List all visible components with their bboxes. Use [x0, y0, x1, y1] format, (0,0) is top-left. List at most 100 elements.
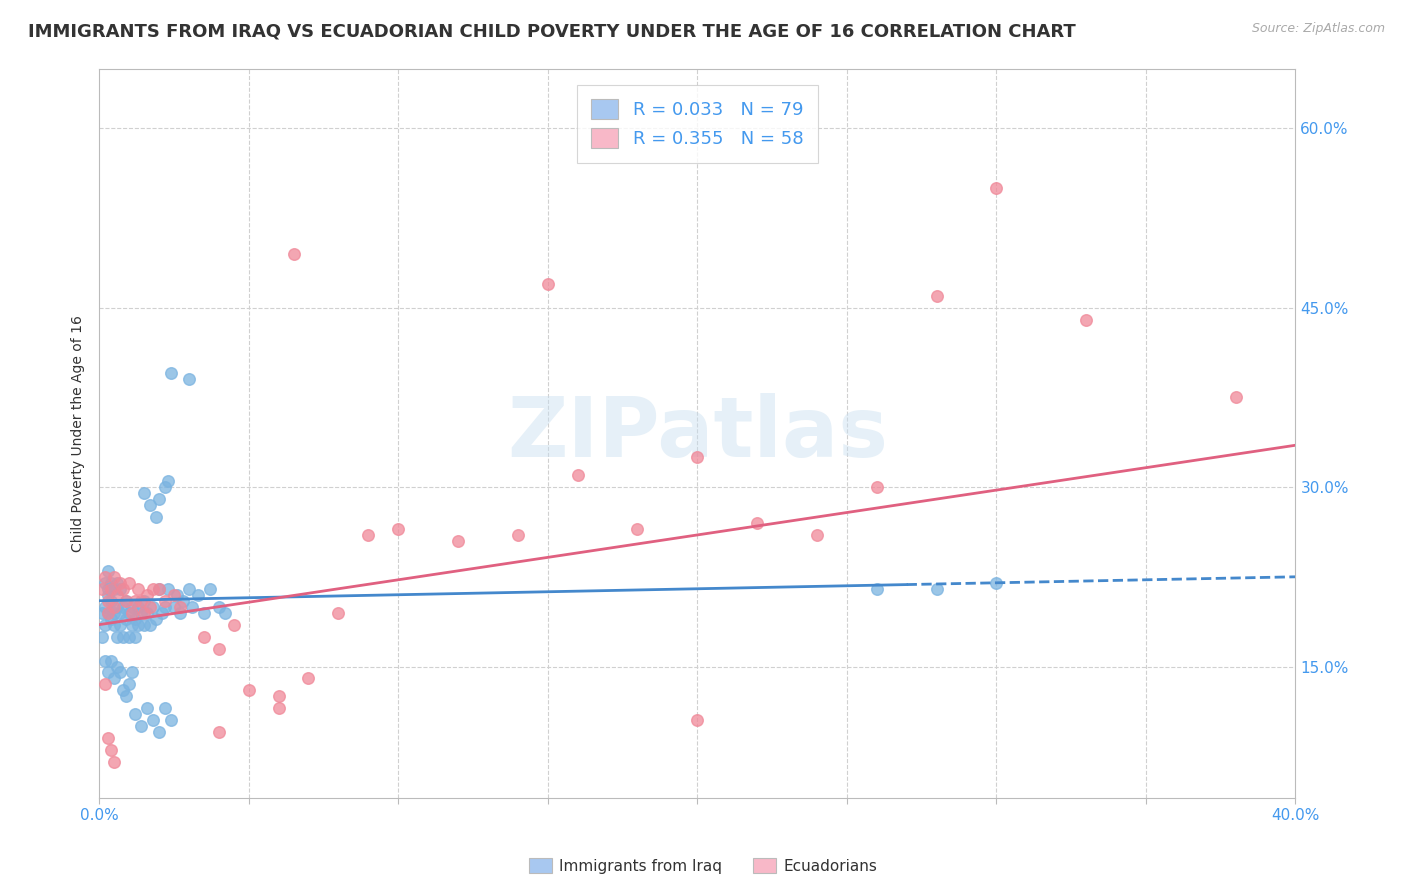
Point — [153, 701, 176, 715]
Point — [132, 617, 155, 632]
Point — [166, 588, 188, 602]
Point — [124, 707, 146, 722]
Point — [103, 570, 125, 584]
Point — [97, 564, 120, 578]
Point — [105, 630, 128, 644]
Point — [97, 582, 120, 596]
Point — [986, 181, 1008, 195]
Point — [142, 599, 165, 614]
Point — [139, 599, 162, 614]
Point — [105, 599, 128, 614]
Point — [193, 630, 215, 644]
Point — [139, 498, 162, 512]
Legend: R = 0.033   N = 79, R = 0.355   N = 58: R = 0.033 N = 79, R = 0.355 N = 58 — [576, 85, 818, 162]
Point — [506, 528, 529, 542]
Point — [447, 533, 470, 548]
Point — [177, 582, 200, 596]
Point — [187, 588, 209, 602]
Point — [866, 480, 889, 494]
Point — [108, 575, 131, 590]
Point — [148, 725, 170, 739]
Point — [132, 593, 155, 607]
Point — [136, 701, 159, 715]
Point — [100, 593, 122, 607]
Point — [214, 606, 236, 620]
Point — [118, 630, 141, 644]
Point — [91, 630, 114, 644]
Point — [91, 582, 114, 596]
Point — [105, 659, 128, 673]
Point — [387, 522, 409, 536]
Point — [112, 582, 135, 596]
Point — [132, 606, 155, 620]
Point — [100, 743, 122, 757]
Point — [100, 575, 122, 590]
Point — [105, 575, 128, 590]
Point — [94, 677, 117, 691]
Point — [169, 606, 191, 620]
Point — [208, 641, 231, 656]
Point — [686, 450, 709, 465]
Point — [91, 606, 114, 620]
Point — [108, 606, 131, 620]
Point — [142, 582, 165, 596]
Point — [148, 491, 170, 506]
Point — [136, 606, 159, 620]
Point — [328, 606, 350, 620]
Point — [103, 755, 125, 769]
Point — [103, 606, 125, 620]
Text: IMMIGRANTS FROM IRAQ VS ECUADORIAN CHILD POVERTY UNDER THE AGE OF 16 CORRELATION: IMMIGRANTS FROM IRAQ VS ECUADORIAN CHILD… — [28, 22, 1076, 40]
Point — [163, 599, 186, 614]
Point — [112, 683, 135, 698]
Point — [97, 593, 120, 607]
Point — [129, 719, 152, 733]
Point — [145, 510, 167, 524]
Point — [297, 672, 319, 686]
Point — [357, 528, 380, 542]
Point — [156, 474, 179, 488]
Point — [1225, 391, 1247, 405]
Point — [118, 677, 141, 691]
Point — [97, 731, 120, 746]
Point — [925, 582, 948, 596]
Point — [180, 599, 202, 614]
Point — [866, 582, 889, 596]
Point — [686, 714, 709, 728]
Point — [160, 367, 183, 381]
Point — [142, 714, 165, 728]
Point — [118, 606, 141, 620]
Point — [153, 593, 176, 607]
Point — [150, 606, 173, 620]
Point — [129, 593, 152, 607]
Point — [94, 599, 117, 614]
Text: ZIPatlas: ZIPatlas — [506, 392, 887, 474]
Point — [94, 575, 117, 590]
Point — [94, 617, 117, 632]
Point — [177, 372, 200, 386]
Point — [198, 582, 221, 596]
Point — [127, 617, 149, 632]
Point — [222, 617, 245, 632]
Point — [136, 588, 159, 602]
Point — [267, 690, 290, 704]
Point — [121, 617, 143, 632]
Point — [148, 582, 170, 596]
Point — [153, 480, 176, 494]
Point — [169, 599, 191, 614]
Point — [100, 654, 122, 668]
Y-axis label: Child Poverty Under the Age of 16: Child Poverty Under the Age of 16 — [72, 315, 86, 552]
Point — [238, 683, 260, 698]
Point — [112, 630, 135, 644]
Point — [115, 690, 138, 704]
Point — [103, 617, 125, 632]
Point — [100, 582, 122, 596]
Point — [160, 714, 183, 728]
Point — [100, 612, 122, 626]
Point — [97, 665, 120, 680]
Point — [208, 725, 231, 739]
Point — [537, 277, 560, 291]
Point — [112, 599, 135, 614]
Point — [108, 665, 131, 680]
Point — [139, 617, 162, 632]
Point — [267, 701, 290, 715]
